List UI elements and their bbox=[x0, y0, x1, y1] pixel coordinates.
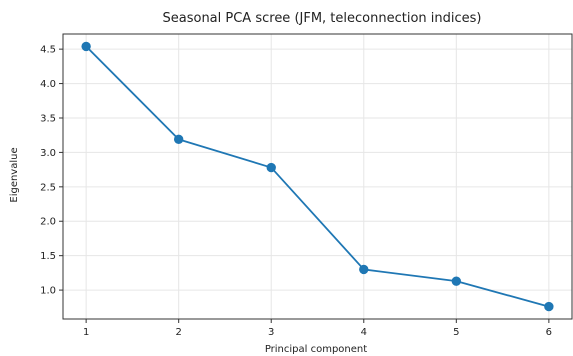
series-line bbox=[85, 45, 550, 308]
x-tick-label: 2 bbox=[175, 327, 181, 338]
y-tick-label: 1.5 bbox=[40, 251, 56, 262]
x-tick-label: 5 bbox=[453, 327, 459, 338]
grid-lines bbox=[63, 34, 572, 319]
x-tick-label: 3 bbox=[268, 327, 274, 338]
series-layer bbox=[81, 41, 554, 312]
chart-title: Seasonal PCA scree (JFM, teleconnection … bbox=[163, 11, 482, 26]
data-point bbox=[544, 301, 554, 312]
y-tick-label: 4.0 bbox=[40, 79, 56, 90]
y-tick-label: 2.5 bbox=[40, 182, 56, 193]
y-tick-label: 3.5 bbox=[40, 113, 56, 124]
data-point bbox=[451, 276, 462, 286]
x-axis-label: Principal component bbox=[265, 344, 367, 355]
plot-area bbox=[62, 33, 573, 320]
plot-frame bbox=[62, 33, 573, 320]
data-point bbox=[266, 162, 276, 173]
y-tick-label: 4.5 bbox=[40, 45, 56, 56]
y-tick-label: 2.0 bbox=[40, 217, 56, 228]
x-tick-label: 6 bbox=[546, 327, 552, 338]
y-tick-label: 1.0 bbox=[40, 286, 56, 297]
data-point bbox=[81, 41, 91, 52]
x-tick-label: 1 bbox=[83, 327, 89, 338]
data-point bbox=[173, 134, 184, 145]
y-tick-label: 3.0 bbox=[40, 148, 56, 159]
y-axis-label: Eigenvalue bbox=[9, 147, 20, 202]
x-axis: 1 2 3 4 5 6 bbox=[83, 319, 552, 338]
data-point bbox=[359, 264, 369, 275]
x-tick-label: 4 bbox=[361, 327, 367, 338]
y-axis: 1.0 1.5 2.0 2.5 3.0 3.5 4.0 4.5 bbox=[40, 45, 63, 297]
